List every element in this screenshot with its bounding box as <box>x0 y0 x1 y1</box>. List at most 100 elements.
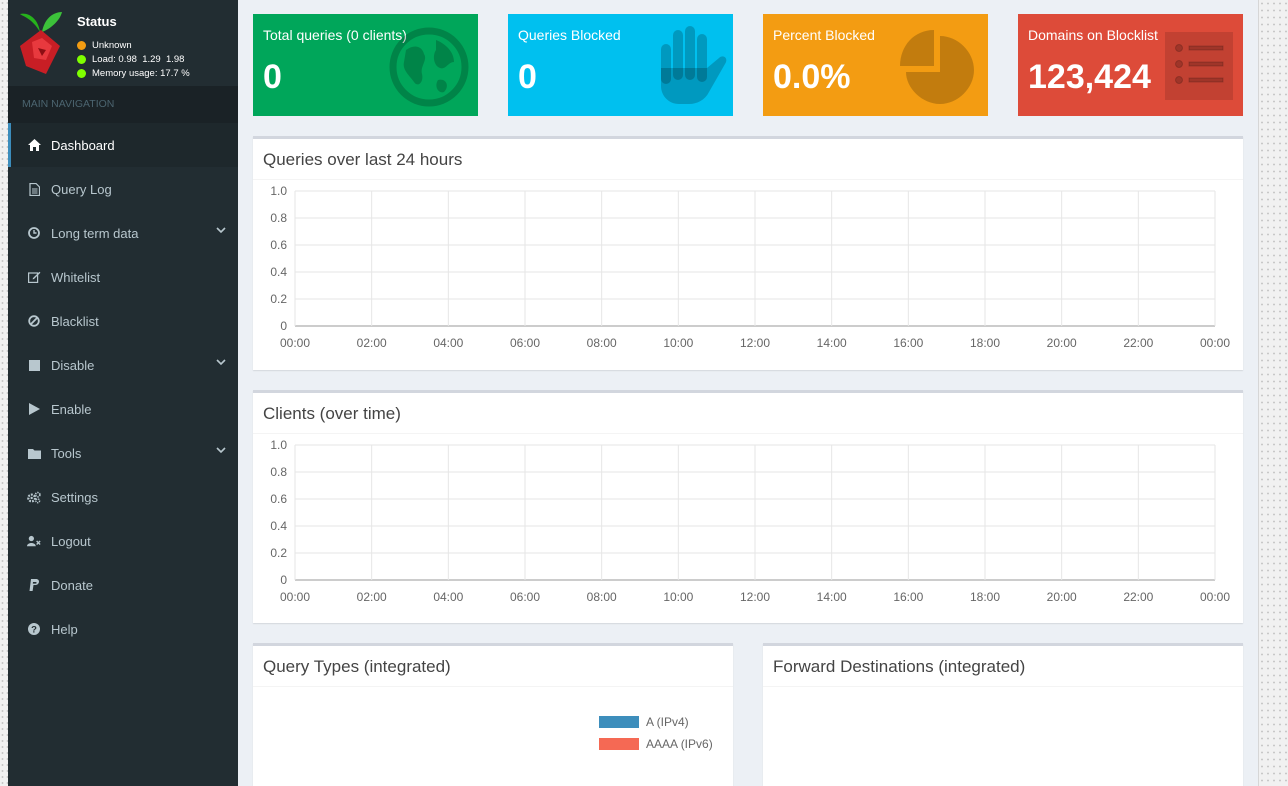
domains-blocklist-value: 123,424 <box>1028 58 1151 96</box>
total-queries-value: 0 <box>263 58 282 96</box>
question-icon: ? <box>27 622 41 636</box>
memory-value: 17.7 % <box>160 68 190 79</box>
percent-blocked-box: Percent Blocked 0.0% <box>763 14 988 116</box>
sidebar-item-label: Logout <box>51 533 91 549</box>
chevron-down-icon <box>216 227 226 234</box>
y-tick-label: 0.2 <box>270 292 287 306</box>
x-tick-label: 22:00 <box>1123 590 1153 604</box>
chevron-down-icon <box>216 447 226 454</box>
clients-chart-title: Clients (over time) <box>253 393 1243 434</box>
x-tick-label: 14:00 <box>817 590 847 604</box>
ban-icon <box>27 314 41 328</box>
y-tick-label: 0.8 <box>270 465 287 479</box>
file-icon <box>27 182 41 196</box>
y-tick-label: 0.2 <box>270 546 287 560</box>
x-tick-label: 00:00 <box>1200 590 1230 604</box>
sidebar-item-label: Blacklist <box>51 313 99 329</box>
domains-blocklist-box: Domains on Blocklist 123,424 <box>1018 14 1243 116</box>
sidebar-item-enable[interactable]: Enable <box>8 387 238 431</box>
sidebar-item-whitelist[interactable]: Whitelist <box>8 255 238 299</box>
queries-blocked-box: Queries Blocked 0 <box>508 14 733 116</box>
percent-blocked-label: Percent Blocked <box>773 27 875 43</box>
y-tick-label: 0.4 <box>270 519 287 533</box>
sidebar-item-help[interactable]: ? Help <box>8 607 238 651</box>
sidebar-item-blacklist[interactable]: Blacklist <box>8 299 238 343</box>
sidebar: Status Unknown Load: 0.98 1.29 1.98 Memo… <box>8 0 238 786</box>
queries-chart-panel: Queries over last 24 hours 0 0.2 0.4 0.6 0.8… <box>253 136 1243 370</box>
forward-destinations-title: Forward Destinations (integrated) <box>763 646 1243 687</box>
sidebar-item-disable[interactable]: Disable <box>8 343 238 387</box>
x-tick-label: 10:00 <box>663 336 693 350</box>
x-tick-label: 12:00 <box>740 336 770 350</box>
x-tick-label: 16:00 <box>893 590 923 604</box>
x-tick-label: 22:00 <box>1123 336 1153 350</box>
sidebar-item-label: Donate <box>51 577 93 593</box>
forward-destinations-panel: Forward Destinations (integrated) <box>763 643 1243 786</box>
x-tick-label: 00:00 <box>280 590 310 604</box>
load-values: 0.98 1.29 1.98 <box>118 54 185 65</box>
sidebar-item-donate[interactable]: Donate <box>8 563 238 607</box>
left-edge <box>0 0 8 786</box>
x-tick-label: 16:00 <box>893 336 923 350</box>
sidebar-item-dashboard[interactable]: Dashboard <box>8 123 238 167</box>
sidebar-item-settings[interactable]: Settings <box>8 475 238 519</box>
status-state-text: Unknown <box>92 40 132 51</box>
home-icon <box>27 138 41 152</box>
status-load: Load: 0.98 1.29 1.98 <box>77 54 184 65</box>
x-tick-label: 08:00 <box>587 336 617 350</box>
user-panel: Status Unknown Load: 0.98 1.29 1.98 Memo… <box>8 0 238 86</box>
sidebar-item-label: Help <box>51 621 78 637</box>
y-tick-label: 0.6 <box>270 492 287 506</box>
query-types-title: Query Types (integrated) <box>253 646 733 687</box>
x-tick-label: 00:00 <box>1200 336 1230 350</box>
x-tick-label: 10:00 <box>663 590 693 604</box>
legend-item-ipv4[interactable]: A (IPv4) <box>599 711 713 733</box>
pihole-logo-icon <box>20 12 62 74</box>
query-types-legend: A (IPv4) AAAA (IPv6) <box>599 711 713 755</box>
sidebar-menu: Dashboard Query Log Long term data White… <box>8 123 238 651</box>
y-tick-label: 0.8 <box>270 211 287 225</box>
x-tick-label: 00:00 <box>280 336 310 350</box>
x-tick-label: 06:00 <box>510 336 540 350</box>
legend-swatch <box>599 738 639 750</box>
load-label: Load: <box>92 54 116 65</box>
sidebar-item-label: Disable <box>51 357 95 373</box>
y-tick-label: 0 <box>280 319 287 333</box>
sidebar-item-query-log[interactable]: Query Log <box>8 167 238 211</box>
x-tick-label: 12:00 <box>740 590 770 604</box>
right-edge <box>1258 0 1288 786</box>
sidebar-item-label: Query Log <box>51 181 112 197</box>
y-tick-label: 0.6 <box>270 238 287 252</box>
sidebar-item-label: Tools <box>51 445 82 461</box>
x-tick-label: 04:00 <box>433 590 463 604</box>
y-tick-label: 1.0 <box>270 438 287 452</box>
sidebar-item-label: Dashboard <box>51 137 115 153</box>
queries-blocked-value: 0 <box>518 58 537 96</box>
x-tick-label: 14:00 <box>817 336 847 350</box>
sidebar-item-tools[interactable]: Tools <box>8 431 238 475</box>
sidebar-item-logout[interactable]: Logout <box>8 519 238 563</box>
x-tick-label: 08:00 <box>587 590 617 604</box>
x-tick-label: 02:00 <box>357 590 387 604</box>
clock-icon <box>27 226 41 240</box>
y-tick-label: 0.4 <box>270 265 287 279</box>
legend-item-ipv6[interactable]: AAAA (IPv6) <box>599 733 713 755</box>
chevron-down-icon <box>216 359 226 366</box>
total-queries-box: Total queries (0 clients) 0 <box>253 14 478 116</box>
queries-over-time-chart: 0 0.2 0.4 0.6 0.8 1.0 00:00 02:00 04:00 06:00 08:0… <box>270 184 1230 350</box>
hand-icon <box>661 26 727 104</box>
total-queries-label: Total queries (0 clients) <box>263 27 407 43</box>
x-tick-label: 18:00 <box>970 590 1000 604</box>
legend-swatch <box>599 716 639 728</box>
folder-icon <box>27 446 41 460</box>
status-title: Status <box>77 14 117 29</box>
queries-chart-title: Queries over last 24 hours <box>253 139 1243 180</box>
legend-label: AAAA (IPv6) <box>646 737 713 751</box>
query-types-panel: Query Types (integrated) A (IPv4) AAAA (… <box>253 643 733 786</box>
memory-label: Memory usage: <box>92 68 158 79</box>
sidebar-item-long-term-data[interactable]: Long term data <box>8 211 238 255</box>
clients-over-time-chart: 0 0.2 0.4 0.6 0.8 1.0 00:00 02:00 04:00 06:00 08:0… <box>270 438 1230 604</box>
globe-icon <box>389 27 469 107</box>
paypal-icon <box>27 578 41 592</box>
domains-blocklist-label: Domains on Blocklist <box>1028 27 1158 43</box>
